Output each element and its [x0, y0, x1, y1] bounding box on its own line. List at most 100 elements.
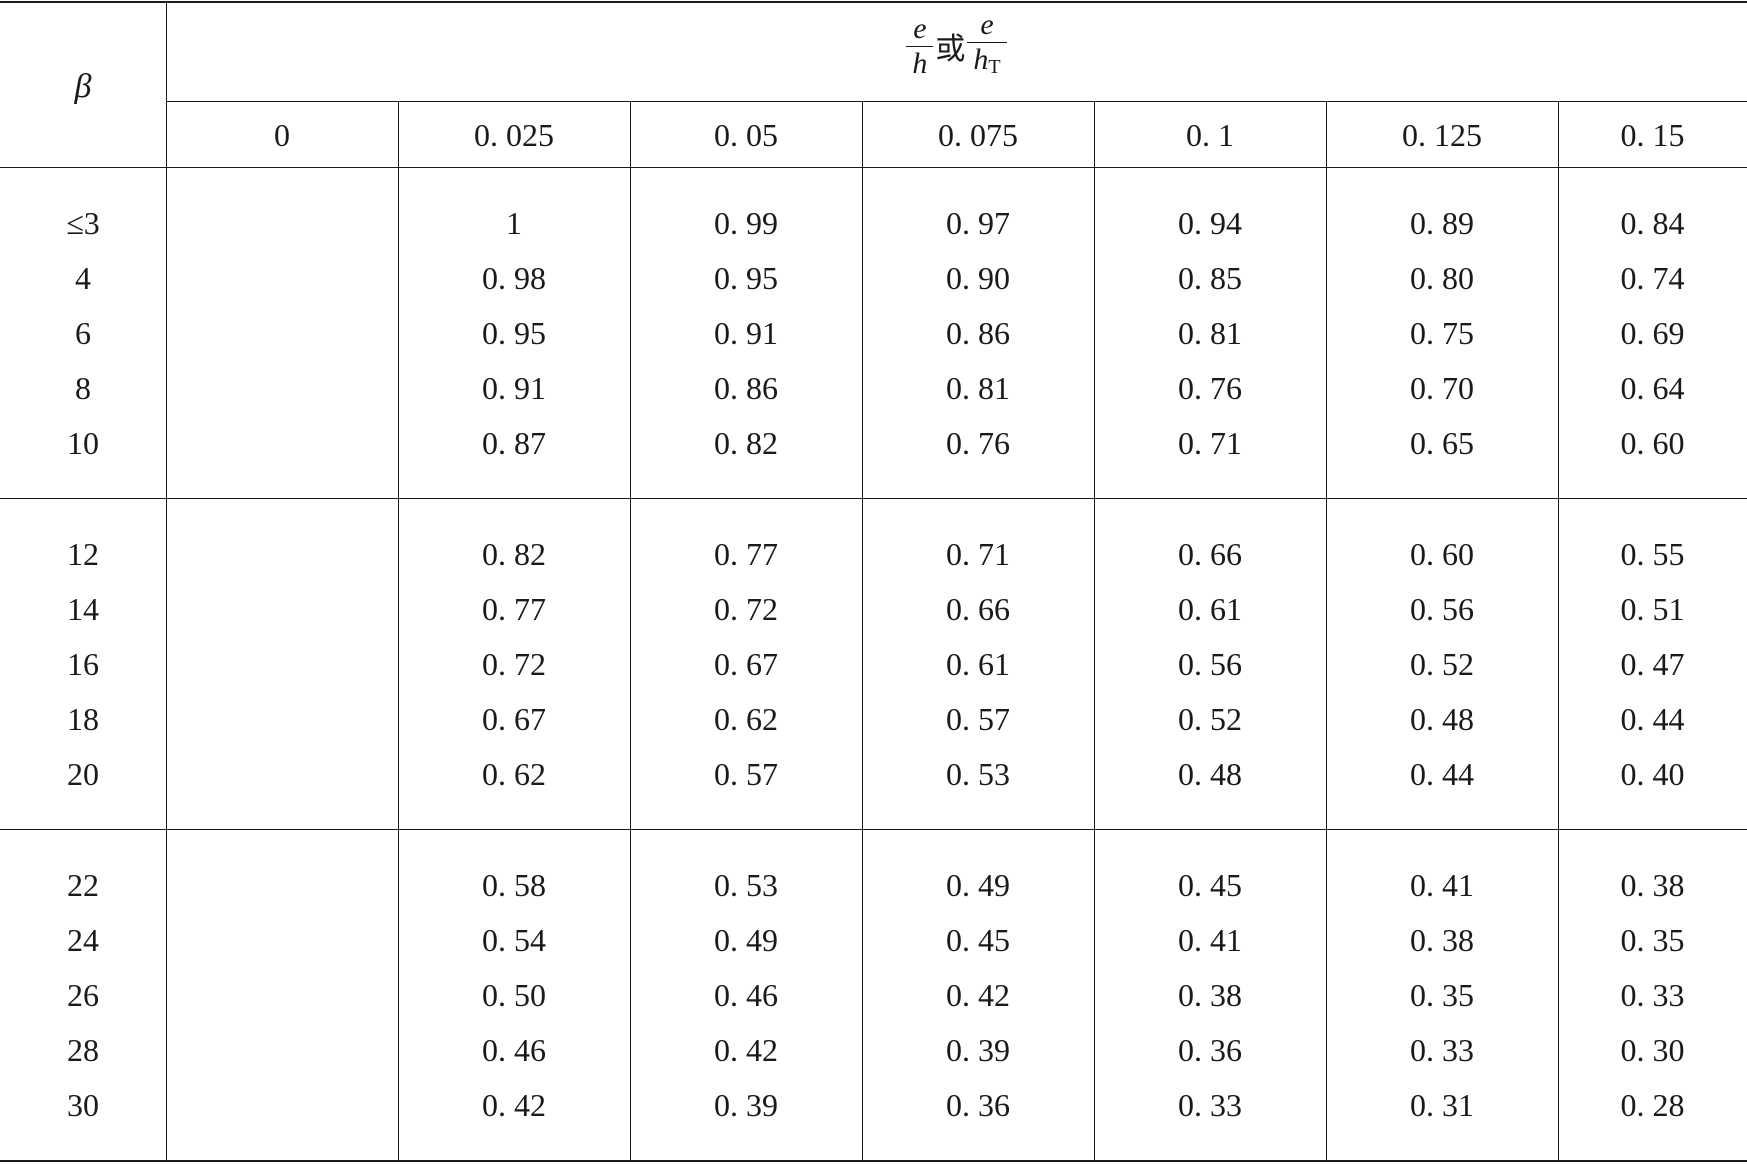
- table-cell: 1: [506, 205, 522, 241]
- table-cell: 0. 65: [1410, 425, 1474, 461]
- table-cell: 0. 33: [1178, 1087, 1242, 1123]
- table-cell: 0. 31: [1410, 1087, 1474, 1123]
- table-cell: 0. 66: [1178, 536, 1242, 572]
- column-rule: [862, 102, 863, 1161]
- table-cell: 0. 86: [714, 370, 778, 406]
- table-cell: 0. 46: [714, 977, 778, 1013]
- table-cell: 0. 42: [714, 1032, 778, 1068]
- ratio-connector: 或: [935, 32, 966, 67]
- table-cell: 0. 91: [714, 315, 778, 351]
- fraction-denominator-base: h: [973, 43, 989, 76]
- row-beta-value: 24: [67, 922, 99, 958]
- table-cell: 0. 82: [482, 536, 546, 572]
- row-beta-value: 8: [75, 370, 91, 406]
- column-header: 0: [274, 117, 290, 153]
- table-cell: 0. 77: [482, 591, 546, 627]
- table-cell: 0. 90: [946, 260, 1010, 296]
- table-cell: 0. 44: [1410, 756, 1474, 792]
- table-cell: 0. 38: [1620, 867, 1685, 903]
- table-cell: 0. 94: [1178, 205, 1242, 241]
- table-cell: 0. 61: [946, 646, 1010, 682]
- ratio-fraction-e-over-h: e h: [906, 12, 934, 81]
- table-cell: 0. 56: [1410, 591, 1474, 627]
- table-cell: 0. 28: [1620, 1087, 1685, 1123]
- table-cell: 0. 41: [1410, 867, 1474, 903]
- column-rule: [630, 102, 631, 1161]
- table-cell: 0. 60: [1410, 536, 1474, 572]
- table-cell: 0. 98: [482, 260, 546, 296]
- ratio-fraction-e-over-hT: e hT: [967, 8, 1007, 84]
- table-cell: 0. 75: [1410, 315, 1474, 351]
- table-cell: 0. 35: [1410, 977, 1474, 1013]
- column-header: 0. 15: [1620, 117, 1685, 153]
- ratio-header: e h 或 e hT: [166, 8, 1747, 84]
- table-cell: 0. 91: [482, 370, 546, 406]
- row-beta-value: 4: [75, 260, 91, 296]
- column-rule: [398, 102, 399, 1161]
- table-cell: 0. 85: [1178, 260, 1242, 296]
- column-rule: [1094, 102, 1095, 1161]
- table-cell: 0. 52: [1410, 646, 1474, 682]
- table-cell: 0. 51: [1620, 591, 1685, 627]
- group-1-bottom-rule: [0, 498, 1747, 499]
- table-cell: 0. 58: [482, 867, 546, 903]
- table-cell: 0. 72: [714, 591, 778, 627]
- table-cell: 0. 45: [946, 922, 1010, 958]
- row-beta-value: 14: [67, 591, 99, 627]
- table-cell: 0. 66: [946, 591, 1010, 627]
- table-cell: 0. 39: [946, 1032, 1010, 1068]
- table-cell: 0. 86: [946, 315, 1010, 351]
- fraction-denominator: hT: [967, 43, 1006, 84]
- fraction-numerator: e: [967, 8, 1007, 43]
- table-cell: 0. 36: [1178, 1032, 1242, 1068]
- table-cell: 0. 47: [1620, 646, 1685, 682]
- column-header: 0. 05: [714, 117, 778, 153]
- row-beta-value: 16: [67, 646, 99, 682]
- table-cell: 0. 54: [482, 922, 546, 958]
- table-cell: 0. 48: [1410, 701, 1474, 737]
- table-cell: 0. 38: [1178, 977, 1242, 1013]
- fraction-denominator-subscript: T: [988, 56, 1001, 78]
- table-cell: 0. 57: [946, 701, 1010, 737]
- table-cell: 0. 39: [714, 1087, 778, 1123]
- table-cell: 0. 53: [946, 756, 1010, 792]
- table-cell: 0. 49: [714, 922, 778, 958]
- row-beta-value: 22: [67, 867, 99, 903]
- table-cell: 0. 56: [1178, 646, 1242, 682]
- table-cell: 0. 44: [1620, 701, 1685, 737]
- table-cell: 0. 80: [1410, 260, 1474, 296]
- table-cell: 0. 36: [946, 1087, 1010, 1123]
- table-cell: 0. 42: [482, 1087, 546, 1123]
- table-cell: 0. 38: [1410, 922, 1474, 958]
- table-cell: 0. 53: [714, 867, 778, 903]
- row-beta-value: ≤3: [66, 205, 100, 241]
- row-beta-value: 30: [67, 1087, 99, 1123]
- table-cell: 0. 41: [1178, 922, 1242, 958]
- table-cell: 0. 40: [1620, 756, 1685, 792]
- table-cell: 0. 42: [946, 977, 1010, 1013]
- row-beta-value: 10: [67, 425, 99, 461]
- row-beta-value: 6: [75, 315, 91, 351]
- table-cell: 0. 50: [482, 977, 546, 1013]
- table-cell: 0. 97: [946, 205, 1010, 241]
- table-cell: 0. 64: [1620, 370, 1685, 406]
- table-cell: 0. 89: [1410, 205, 1474, 241]
- table-cell: 0. 76: [946, 425, 1010, 461]
- table-cell: 0. 77: [714, 536, 778, 572]
- table-cell: 0. 82: [714, 425, 778, 461]
- table-cell: 0. 45: [1178, 867, 1242, 903]
- table-cell: 0. 33: [1410, 1032, 1474, 1068]
- header-bottom-rule: [0, 167, 1747, 168]
- table-cell: 0. 62: [714, 701, 778, 737]
- row-beta-value: 20: [67, 756, 99, 792]
- top-rule: [0, 1, 1747, 3]
- table-cell: 0. 49: [946, 867, 1010, 903]
- table-cell: 0. 81: [1178, 315, 1242, 351]
- table-cell: 0. 99: [714, 205, 778, 241]
- table-cell: 0. 71: [1178, 425, 1242, 461]
- table-cell: 0. 48: [1178, 756, 1242, 792]
- column-header: 0. 1: [1186, 117, 1234, 153]
- beta-column-rule: [166, 2, 167, 1161]
- beta-header: β: [74, 68, 92, 105]
